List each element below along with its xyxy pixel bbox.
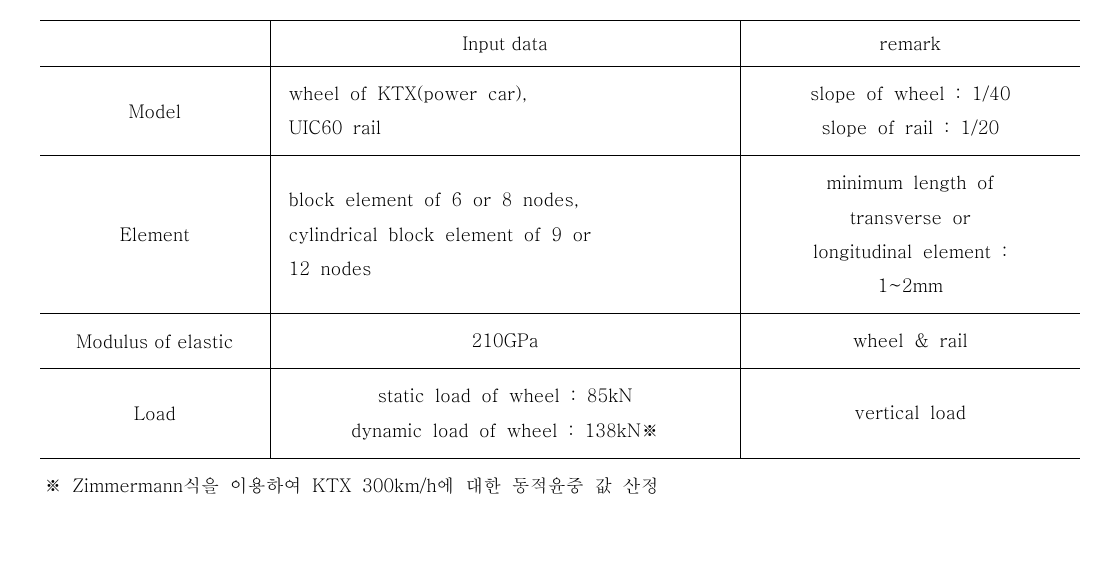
row-remark-line: transverse or <box>753 201 1069 235</box>
row-input-line: 12 nodes <box>289 252 728 286</box>
data-table: Input dataremarkModelwheel of KTX(power … <box>40 20 1080 459</box>
row-remark-line: slope of wheel : 1/40 <box>753 77 1069 111</box>
row-input-line: block element of 6 or 8 nodes, <box>289 183 728 217</box>
row-remark-line: wheel & rail <box>753 324 1069 358</box>
row-remark-line: slope of rail : 1/20 <box>753 111 1069 145</box>
row-input-line: dynamic load of wheel : 138kN※ <box>283 414 728 448</box>
row-label: Element <box>40 156 270 314</box>
row-remark-line: minimum length of <box>753 166 1069 200</box>
row-label: Model <box>40 67 270 156</box>
table-header-label <box>40 21 270 67</box>
table-row: Loadstatic load of wheel : 85kNdynamic l… <box>40 369 1080 458</box>
table-header-remark: remark <box>740 21 1080 67</box>
row-input-line: 210GPa <box>283 324 728 358</box>
row-remark: minimum length oftransverse orlongitudin… <box>740 156 1080 314</box>
row-remark: slope of wheel : 1/40slope of rail : 1/2… <box>740 67 1080 156</box>
row-input: 210GPa <box>270 314 740 369</box>
table-row: Modulus of elastic 210GPa wheel & rail <box>40 314 1080 369</box>
row-remark-line: 1~2mm <box>753 269 1069 303</box>
row-label: Modulus of elastic <box>40 314 270 369</box>
row-input-line: wheel of KTX(power car), <box>289 77 728 111</box>
table-row: Elementblock element of 6 or 8 nodes,cyl… <box>40 156 1080 314</box>
footnote: ※ Zimmermann식을 이용하여 KTX 300km/h에 대한 동적윤중… <box>40 473 1080 498</box>
row-label: Load <box>40 369 270 458</box>
table-header-input: Input data <box>270 21 740 67</box>
row-remark-line: longitudinal element : <box>753 235 1069 269</box>
row-input-line: cylindrical block element of 9 or <box>289 218 728 252</box>
row-input: static load of wheel : 85kNdynamic load … <box>270 369 740 458</box>
row-input-line: static load of wheel : 85kN <box>283 379 728 413</box>
row-remark: vertical load <box>740 369 1080 458</box>
row-input: block element of 6 or 8 nodes,cylindrica… <box>270 156 740 314</box>
row-input-line: UIC60 rail <box>289 111 728 145</box>
table-row: Modelwheel of KTX(power car),UIC60 rails… <box>40 67 1080 156</box>
row-input: wheel of KTX(power car),UIC60 rail <box>270 67 740 156</box>
row-remark: wheel & rail <box>740 314 1080 369</box>
row-remark-line: vertical load <box>753 396 1069 430</box>
